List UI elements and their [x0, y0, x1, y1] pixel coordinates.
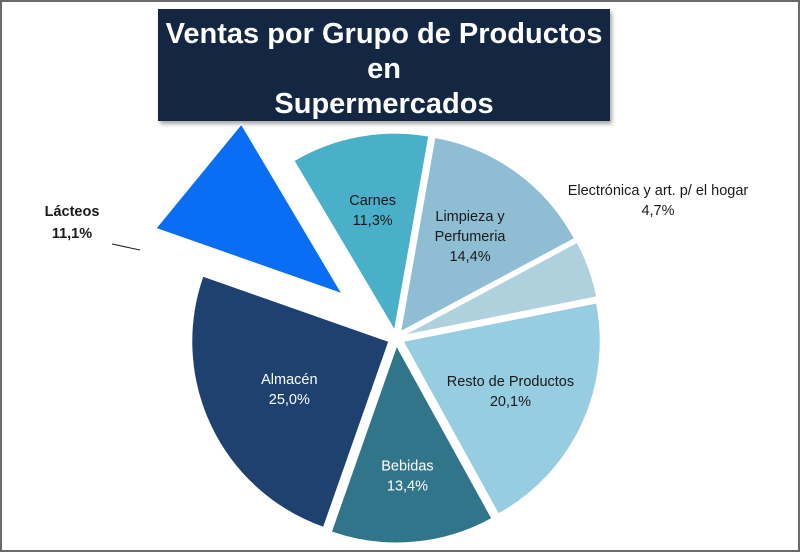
chart-title-line-2: Supermercados: [274, 88, 494, 120]
pie-slice-5: [191, 275, 390, 528]
slice-category-label: Lácteos: [45, 204, 100, 220]
slice-label-3: Resto de Productos 20,1%: [447, 374, 574, 410]
slice-label-5: Almacén 25,0%: [261, 372, 317, 408]
slice-category-label: Electrónica y art. p/ el hogar: [568, 183, 749, 199]
slice-value-label: 14,4%: [449, 249, 490, 265]
slice-category-label: Perfumeria: [435, 229, 507, 245]
slice-label-7: Carnes 11,3%: [349, 193, 396, 229]
slice-label-1: Limpieza y Perfumeria 14,4%: [435, 209, 507, 265]
chart-title-line-1: Ventas por Grupo de Productos en: [165, 18, 603, 85]
slice-label-6: Lácteos 11,1%: [45, 204, 100, 242]
leader-line: [111, 243, 141, 251]
slice-value-label: 20,1%: [490, 394, 531, 410]
pie-slice-6: [155, 123, 343, 295]
pie-slice-4: [330, 344, 493, 544]
slice-category-label: Carnes: [349, 193, 396, 209]
pie-slice-3: [402, 302, 601, 515]
pie-slice-7: [293, 132, 430, 332]
slice-value-label: 11,1%: [52, 226, 92, 242]
slice-category-label: Bebidas: [381, 459, 433, 475]
slice-label-2: Electrónica y art. p/ el hogar 4,7%: [568, 183, 749, 219]
slice-value-label: 11,3%: [353, 213, 393, 229]
slice-category-label: Almacén: [261, 372, 317, 388]
slice-value-label: 4,7%: [641, 203, 674, 219]
slice-category-label: Resto de Productos: [447, 374, 574, 390]
pie-slice-2: [403, 241, 598, 336]
pie-slice-1: [400, 136, 576, 333]
slice-value-label: 13,4%: [387, 479, 428, 495]
slice-label-4: Bebidas 13,4%: [381, 459, 433, 495]
slice-value-label: 25,0%: [269, 392, 310, 408]
slice-category-label: Limpieza y: [435, 209, 505, 225]
